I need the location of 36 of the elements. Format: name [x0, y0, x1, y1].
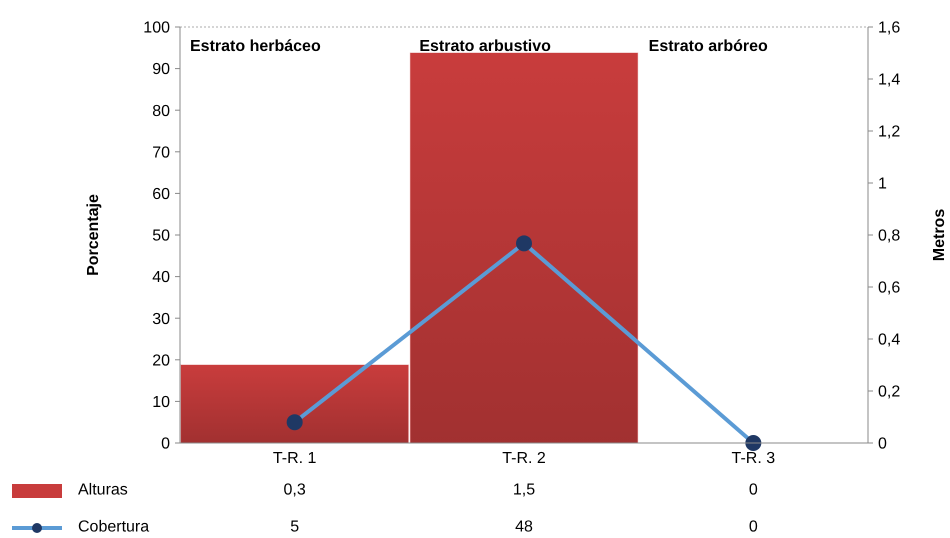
y2-tick-label: 0,2 [878, 384, 900, 401]
y2-tick-label: 1,6 [878, 20, 900, 37]
annotation: Estrato arbóreo [648, 38, 768, 55]
y-tick-label: 20 [152, 352, 170, 370]
y-tick-label: 0 [161, 436, 170, 453]
y-tick-label: 50 [152, 228, 170, 245]
y2-tick-label: 1 [878, 176, 887, 193]
y-tick-label: 10 [152, 394, 170, 411]
x-tick-label: T-R. 3 [732, 450, 776, 467]
y2-tick-label: 0 [878, 436, 887, 453]
annotation: Estrato herbáceo [190, 38, 321, 55]
y-tick-label: 80 [152, 102, 170, 120]
y-tick-label: 30 [152, 310, 170, 328]
data-label: 48 [515, 518, 533, 536]
data-label: 5 [290, 518, 300, 536]
legend-label: Alturas [78, 482, 128, 499]
y2-tick-label: 0,6 [878, 280, 900, 297]
y2-tick-label: 1,4 [878, 72, 900, 89]
y-tick-label: 40 [152, 269, 170, 286]
y2-tick-label: 1,2 [878, 124, 900, 141]
legend-label: Cobertura [78, 518, 150, 536]
y-axis-title: Porcentaje [85, 194, 102, 276]
x-tick-label: T-R. 2 [502, 450, 546, 467]
y-tick-label: 100 [143, 20, 170, 37]
y-tick-label: 70 [152, 144, 170, 162]
data-label: 0,3 [284, 482, 306, 499]
y-tick-label: 90 [152, 61, 170, 78]
y-tick-label: 60 [152, 186, 170, 203]
y2-tick-label: 0,8 [878, 228, 900, 245]
y2-tick-label: 0,4 [878, 332, 900, 349]
data-label: 1,5 [512, 482, 536, 499]
data-label: 0 [748, 518, 758, 536]
data-label: 0 [748, 482, 758, 499]
x-tick-label: T-R. 1 [272, 450, 317, 467]
y2-axis-title: Metros [931, 208, 948, 262]
annotation: Estrato arbustivo [419, 38, 552, 55]
